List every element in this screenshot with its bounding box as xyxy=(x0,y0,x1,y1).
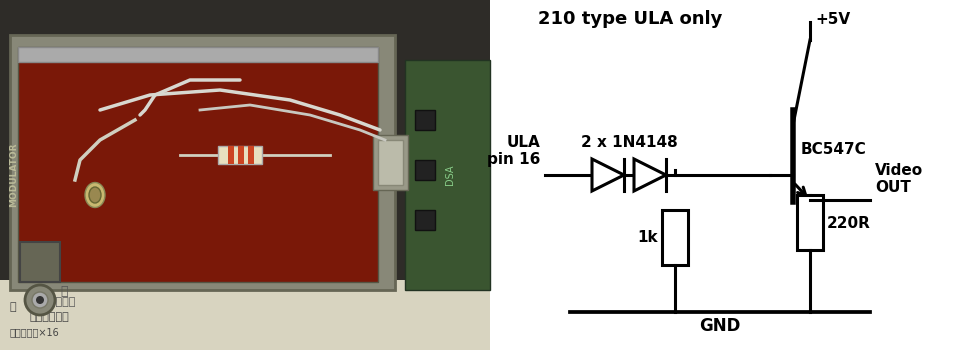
Bar xyxy=(373,135,408,190)
Text: 1k: 1k xyxy=(637,231,657,245)
Text: 鄭: 鄭 xyxy=(60,285,67,298)
Text: GND: GND xyxy=(698,317,740,335)
Bar xyxy=(415,160,434,180)
Text: BC547C: BC547C xyxy=(800,142,866,157)
Text: 210 type ULA only: 210 type ULA only xyxy=(538,10,722,28)
Bar xyxy=(378,140,403,185)
Text: 鄭州廣播電視: 鄭州廣播電視 xyxy=(30,312,69,322)
Ellipse shape xyxy=(25,285,55,315)
Bar xyxy=(405,60,490,290)
Bar xyxy=(415,210,434,230)
Text: 220R: 220R xyxy=(826,216,870,231)
Bar xyxy=(661,210,688,265)
Bar xyxy=(10,35,394,290)
Text: 州廣播電視維修: 州廣播電視維修 xyxy=(30,297,76,307)
Text: 2 x 1N4148: 2 x 1N4148 xyxy=(580,135,677,150)
Ellipse shape xyxy=(36,296,44,304)
Ellipse shape xyxy=(32,292,48,308)
Bar xyxy=(490,0,978,350)
Text: ULA
pin 16: ULA pin 16 xyxy=(486,135,540,167)
Bar xyxy=(218,146,262,164)
Text: 鄭: 鄭 xyxy=(10,302,17,312)
Bar xyxy=(18,47,378,282)
Bar xyxy=(228,146,234,164)
Text: DSA: DSA xyxy=(445,165,455,185)
Bar xyxy=(415,110,434,130)
Text: MODULATOR: MODULATOR xyxy=(10,143,19,207)
Text: +5V: +5V xyxy=(814,12,849,27)
Bar xyxy=(18,47,378,62)
Polygon shape xyxy=(592,159,623,191)
Polygon shape xyxy=(634,159,665,191)
Bar xyxy=(0,280,490,350)
Bar xyxy=(247,146,253,164)
Bar xyxy=(0,0,490,350)
Ellipse shape xyxy=(85,182,105,208)
Text: 维修と創製×16: 维修と創製×16 xyxy=(10,327,60,337)
Text: Video
OUT: Video OUT xyxy=(874,163,922,195)
Bar xyxy=(20,242,60,282)
Bar xyxy=(796,195,822,250)
Bar xyxy=(238,146,244,164)
Ellipse shape xyxy=(89,187,101,203)
